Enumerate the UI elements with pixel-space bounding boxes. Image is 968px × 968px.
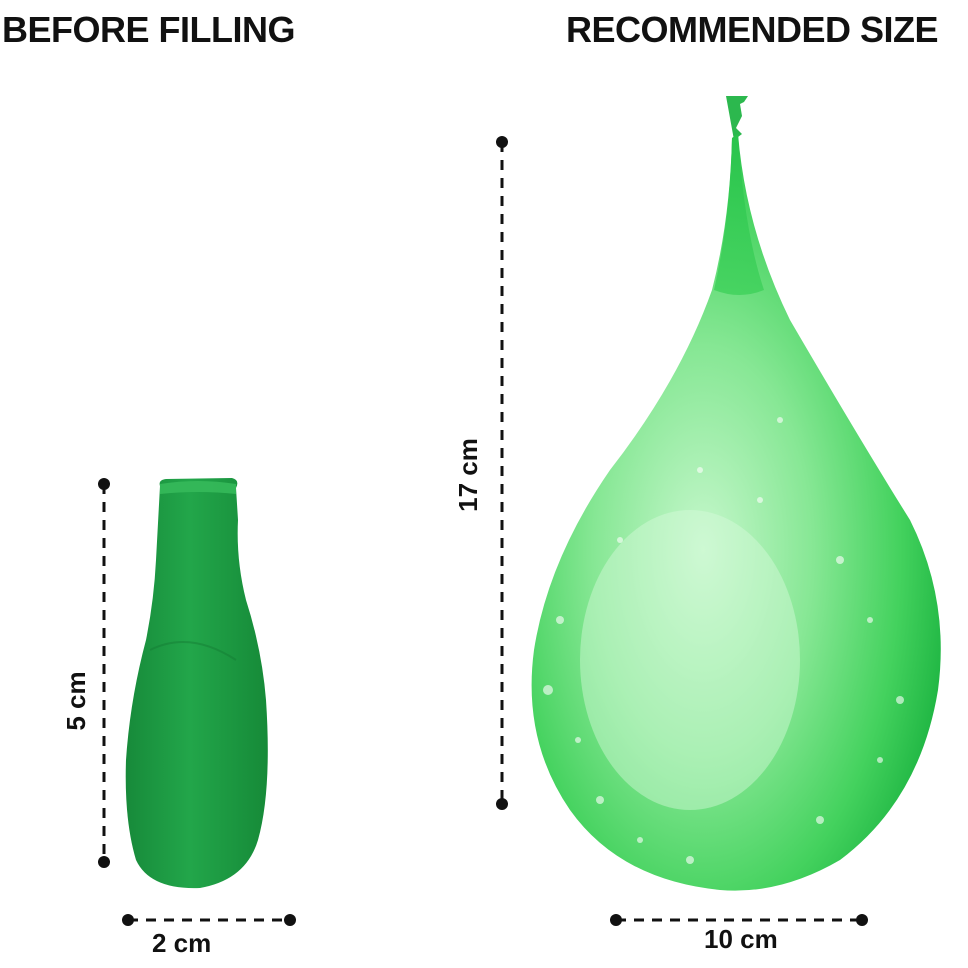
deflated-balloon xyxy=(125,478,268,889)
width-dimension-deflated xyxy=(122,914,296,926)
filled-height-label: 17 cm xyxy=(453,438,483,512)
height-dimension-filled xyxy=(496,136,508,810)
filled-balloon xyxy=(531,96,941,891)
heading-recommended-size: RECOMMENDED SIZE xyxy=(566,9,939,50)
deflated-width-label: 2 cm xyxy=(152,928,212,958)
height-dimension-deflated xyxy=(98,478,110,868)
heading-before-filling: BEFORE FILLING xyxy=(2,9,296,50)
deflated-height-label: 5 cm xyxy=(61,671,91,731)
filled-width-label: 10 cm xyxy=(704,924,778,954)
width-dimension-filled xyxy=(610,914,868,926)
